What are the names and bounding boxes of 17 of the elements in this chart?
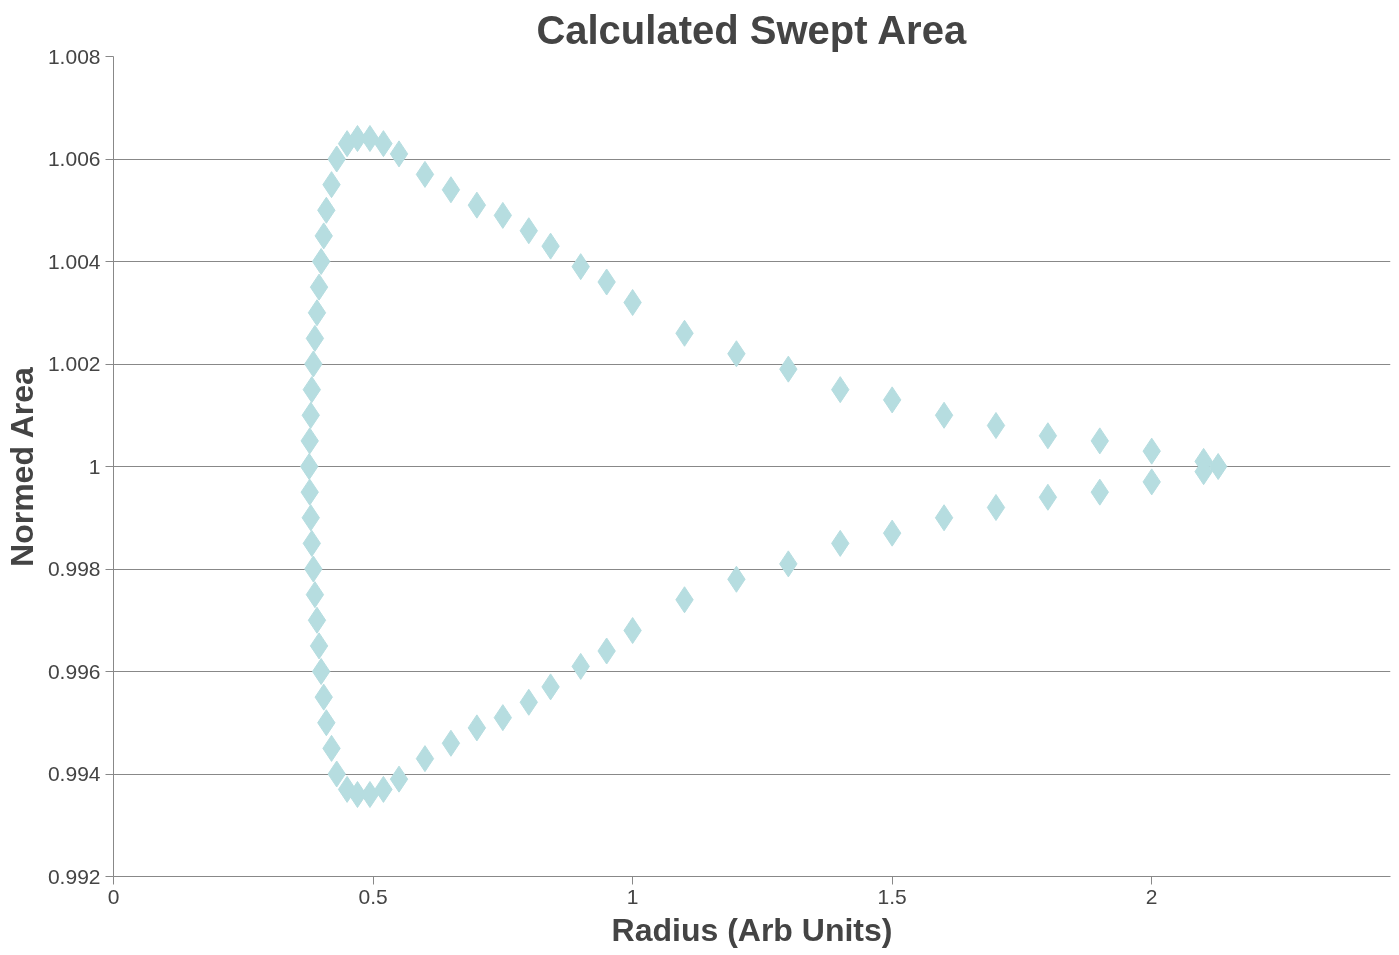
y-tick-label: 0.998 bbox=[47, 557, 101, 580]
y-tick-label: 1 bbox=[88, 454, 101, 478]
y-tick-label: 0.992 bbox=[47, 864, 101, 888]
y-tick-label: 0.994 bbox=[47, 762, 101, 785]
y-tick-label: 1.006 bbox=[47, 147, 101, 170]
y-tick-label: 1.008 bbox=[47, 44, 101, 68]
y-tick-label: 0.996 bbox=[47, 659, 101, 683]
x-tick-label: 1 bbox=[626, 884, 639, 908]
y-tick-label: 1.004 bbox=[47, 249, 101, 273]
chart-title: Calculated Swept Area bbox=[536, 7, 967, 52]
x-tick-label: 0 bbox=[107, 884, 120, 908]
x-tick-label: 2 bbox=[1145, 884, 1158, 908]
y-axis-title: Normed Area bbox=[3, 367, 40, 567]
y-tick-label: 1.002 bbox=[47, 352, 101, 375]
x-tick-label: 1.5 bbox=[877, 884, 907, 908]
x-axis-title: Radius (Arb Units) bbox=[611, 911, 893, 948]
x-tick-label: 0.5 bbox=[358, 884, 388, 908]
